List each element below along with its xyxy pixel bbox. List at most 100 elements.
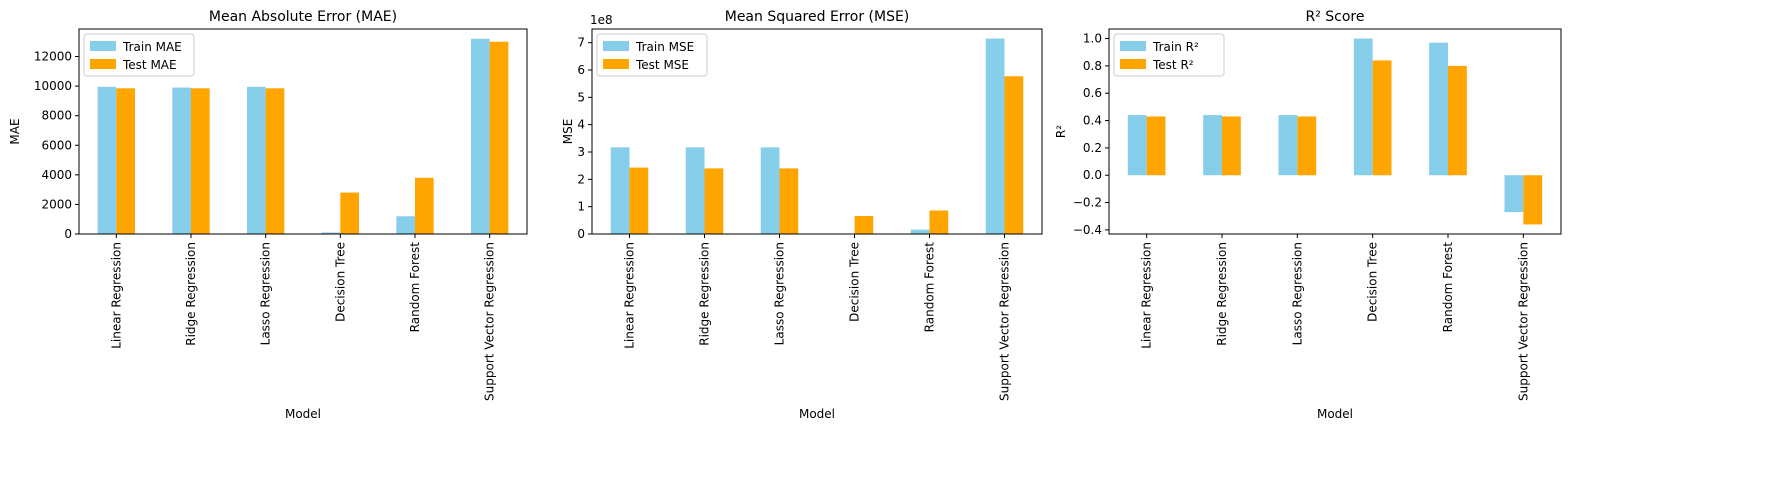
y-tick-label: 3 bbox=[577, 145, 585, 159]
x-tick-label: Support Vector Regression bbox=[1516, 242, 1530, 401]
subplot-3: −0.4 −0.2 0.0 0.2 0.4 0.6 0.8 1.0 Linear Regress… bbox=[1054, 9, 1562, 421]
legend-swatch-train bbox=[1120, 41, 1146, 51]
x-tick-label: Ridge Regression bbox=[1215, 242, 1229, 346]
y-tick-label: −0.4 bbox=[1073, 223, 1102, 237]
legend-swatch-train bbox=[603, 41, 629, 51]
bar-test-5 bbox=[415, 177, 434, 234]
x-tick-label: Linear Regression bbox=[1140, 242, 1154, 349]
y-tick-label: 0 bbox=[64, 227, 72, 241]
y-tick-label: 6 bbox=[577, 63, 585, 77]
legend-label-train: Train MAE bbox=[122, 40, 182, 54]
x-tick-label: Lasso Regression bbox=[1290, 242, 1304, 345]
y-tick-label: 0.2 bbox=[1083, 141, 1102, 155]
bar-train-5 bbox=[910, 229, 930, 234]
x-tick-label: Lasso Regression bbox=[773, 242, 787, 345]
legend: Train MSE Test MSE bbox=[596, 33, 708, 77]
legend: Train R² Test R² bbox=[1113, 33, 1225, 77]
x-axis-label: Model bbox=[1317, 407, 1353, 421]
x-tick-label: Support Vector Regression bbox=[998, 242, 1012, 401]
bar-test-6 bbox=[1523, 175, 1543, 225]
legend-label-train: Train R² bbox=[1152, 40, 1199, 54]
bar-test-1 bbox=[629, 167, 649, 234]
bar-test-2 bbox=[191, 88, 210, 234]
legend: Train MAE Test MAE bbox=[83, 33, 195, 77]
bar-train-1 bbox=[610, 147, 630, 234]
bar-test-3 bbox=[779, 168, 799, 234]
bar-train-2 bbox=[172, 87, 191, 234]
legend-swatch-test bbox=[1120, 59, 1146, 69]
x-axis-label: Model bbox=[799, 407, 835, 421]
x-tick-label: Linear Regression bbox=[623, 242, 637, 349]
x-tick-label: Random Forest bbox=[408, 242, 422, 333]
y-tick-label: 4 bbox=[577, 118, 585, 132]
bar-test-4 bbox=[854, 215, 874, 234]
y-axis-label: MAE bbox=[8, 118, 22, 144]
chart-title: Mean Squared Error (MSE) bbox=[725, 9, 910, 25]
bar-train-2 bbox=[1203, 115, 1222, 176]
x-tick-label: Decision Tree bbox=[848, 242, 862, 322]
chart-title: Mean Absolute Error (MAE) bbox=[209, 9, 397, 25]
x-tick-label: Random Forest bbox=[1441, 242, 1455, 333]
y-tick-label: 8000 bbox=[41, 109, 72, 123]
bar-test-6 bbox=[489, 41, 509, 234]
x-tick-label: Support Vector Regression bbox=[483, 242, 497, 401]
bar-test-4 bbox=[1372, 60, 1392, 176]
y-tick-label: 12000 bbox=[34, 50, 72, 64]
bar-train-3 bbox=[247, 86, 266, 234]
x-tick-label: Ridge Regression bbox=[698, 242, 712, 346]
x-tick-label: Decision Tree bbox=[1366, 242, 1380, 322]
y-tick-label: 5 bbox=[577, 90, 585, 104]
bar-train-5 bbox=[1429, 42, 1448, 176]
offset-text: 1e8 bbox=[590, 13, 613, 27]
bar-train-6 bbox=[471, 38, 490, 235]
bar-train-6 bbox=[1504, 175, 1524, 213]
x-axis-label: Model bbox=[285, 407, 321, 421]
y-tick-label: 1 bbox=[577, 200, 585, 214]
bar-train-1 bbox=[97, 86, 117, 234]
x-tick-label: Lasso Regression bbox=[259, 242, 273, 345]
axes-frame bbox=[1108, 28, 1562, 235]
legend-swatch-test bbox=[603, 59, 629, 69]
bar-test-1 bbox=[1146, 116, 1166, 176]
legend-label-train: Train MSE bbox=[635, 40, 694, 54]
y-axis-label: R² bbox=[1054, 125, 1068, 138]
bar-test-1 bbox=[116, 88, 135, 234]
y-axis-label: MSE bbox=[561, 119, 575, 145]
bar-test-3 bbox=[265, 88, 285, 234]
legend-label-test: Test R² bbox=[1152, 58, 1194, 72]
y-tick-label: 2 bbox=[577, 172, 585, 186]
y-tick-label: 1.0 bbox=[1083, 32, 1102, 46]
bar-test-3 bbox=[1297, 116, 1317, 176]
y-tick-label: 2000 bbox=[41, 197, 72, 211]
bar-train-4 bbox=[1353, 38, 1373, 176]
bar-train-5 bbox=[396, 216, 415, 234]
subplot-1: 0 2000 4000 6000 8000 10000 12000 Linear Regres… bbox=[8, 9, 528, 421]
x-tick-label: Ridge Regression bbox=[184, 242, 198, 346]
x-tick-label: Random Forest bbox=[923, 242, 937, 333]
legend-label-test: Test MAE bbox=[122, 58, 177, 72]
bar-test-2 bbox=[704, 168, 724, 234]
x-tick-label: Decision Tree bbox=[333, 242, 347, 322]
y-tick-label: 0.4 bbox=[1083, 114, 1102, 128]
axes-frame bbox=[591, 28, 1043, 235]
y-tick-label: 7 bbox=[577, 36, 585, 50]
y-tick-label: 6000 bbox=[41, 138, 72, 152]
y-tick-label: −0.2 bbox=[1073, 196, 1102, 210]
bar-test-5 bbox=[1448, 65, 1467, 176]
legend-swatch-train bbox=[90, 41, 116, 51]
bar-test-2 bbox=[1222, 116, 1241, 176]
legend-swatch-test bbox=[90, 59, 116, 69]
bar-test-5 bbox=[929, 210, 949, 234]
axes-frame bbox=[78, 28, 528, 235]
bar-test-6 bbox=[1004, 76, 1024, 234]
bar-train-3 bbox=[1278, 115, 1298, 176]
y-tick-label: 0 bbox=[577, 227, 585, 241]
bar-test-4 bbox=[340, 192, 359, 234]
y-tick-label: 10000 bbox=[34, 79, 72, 93]
y-tick-label: 0.6 bbox=[1083, 86, 1102, 100]
y-tick-label: 0.0 bbox=[1083, 168, 1102, 182]
bar-train-1 bbox=[1127, 115, 1147, 176]
chart-title: R² Score bbox=[1305, 9, 1364, 25]
bar-train-3 bbox=[760, 147, 780, 234]
